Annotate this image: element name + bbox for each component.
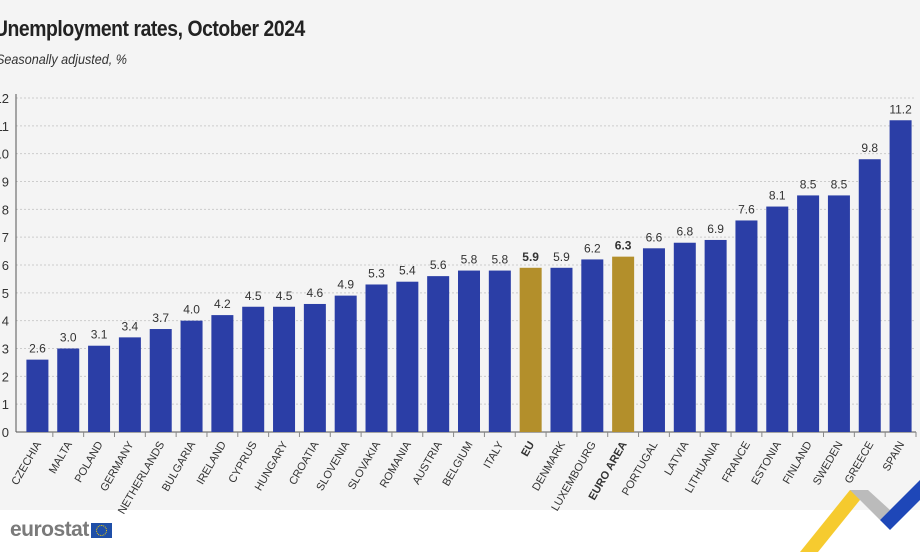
data-label: 4.9 bbox=[337, 278, 354, 292]
bar-spain[interactable] bbox=[889, 120, 912, 433]
x-tick-label: ROMANIA bbox=[378, 439, 414, 490]
data-label: 7.6 bbox=[738, 202, 755, 216]
data-label: 5.8 bbox=[491, 253, 508, 267]
data-label: 4.5 bbox=[245, 289, 262, 303]
x-tick-label: CZECHIA bbox=[9, 439, 44, 487]
y-tick-label: 7 bbox=[2, 230, 9, 245]
data-label: 3.1 bbox=[91, 328, 108, 342]
bar-czechia[interactable] bbox=[26, 359, 49, 432]
data-label: 4.2 bbox=[214, 297, 231, 311]
data-label: 3.4 bbox=[122, 319, 139, 333]
bar-poland[interactable] bbox=[88, 345, 111, 432]
data-label: 9.8 bbox=[861, 141, 878, 155]
data-label: 8.1 bbox=[769, 189, 786, 203]
eu-flag-icon bbox=[90, 522, 112, 538]
bar-slovakia[interactable] bbox=[365, 284, 388, 432]
bar-estonia[interactable] bbox=[766, 206, 789, 432]
data-label: 5.8 bbox=[461, 253, 478, 267]
bar-netherlands[interactable] bbox=[149, 329, 172, 432]
bar-belgium[interactable] bbox=[458, 270, 480, 432]
bar-lithuania[interactable] bbox=[704, 239, 727, 432]
bar-latvia[interactable] bbox=[673, 242, 696, 432]
data-label: 6.3 bbox=[615, 239, 632, 253]
x-tick-label: LATVIA bbox=[662, 439, 691, 478]
y-tick-label: 8 bbox=[2, 202, 9, 217]
bar-finland[interactable] bbox=[797, 195, 820, 432]
data-label: 2.6 bbox=[29, 342, 46, 356]
chart-subtitle: Seasonally adjusted, % bbox=[0, 51, 127, 67]
bar-bulgaria[interactable] bbox=[180, 320, 203, 432]
bar-denmark[interactable] bbox=[550, 267, 573, 432]
data-label: 5.9 bbox=[522, 250, 539, 264]
bar-ireland[interactable] bbox=[211, 315, 234, 432]
x-tick-label: POLAND bbox=[73, 439, 106, 484]
data-label: 6.2 bbox=[584, 241, 601, 255]
data-label: 8.5 bbox=[800, 177, 817, 191]
bar-slovenia[interactable] bbox=[334, 295, 357, 432]
y-tick-label: 11 bbox=[0, 119, 9, 134]
bar-luxembourg[interactable] bbox=[581, 259, 604, 432]
y-tick-label: 10 bbox=[0, 147, 9, 162]
data-label: 5.4 bbox=[399, 264, 416, 278]
eurostat-logo: eurostat bbox=[10, 518, 112, 542]
y-tick-label: 1 bbox=[2, 397, 9, 412]
x-tick-label: SWEDEN bbox=[811, 439, 846, 487]
x-tick-label: ESTONIA bbox=[749, 439, 784, 487]
x-tick-label: SPAIN bbox=[881, 439, 908, 473]
x-tick-label: ITALY bbox=[482, 439, 507, 471]
bar-euro-area[interactable] bbox=[612, 256, 635, 432]
chart-title: Unemployment rates, October 2024 bbox=[0, 16, 305, 41]
logo-text: eurostat bbox=[10, 518, 89, 541]
y-tick-label: 5 bbox=[2, 286, 9, 301]
y-tick-label: 9 bbox=[2, 175, 9, 190]
y-tick-label: 12 bbox=[0, 91, 9, 106]
data-label: 5.3 bbox=[368, 266, 385, 280]
bar-france[interactable] bbox=[735, 220, 758, 432]
decorative-ribbon bbox=[800, 480, 920, 552]
data-label: 5.9 bbox=[553, 250, 570, 264]
y-tick-label: 3 bbox=[2, 342, 9, 357]
bar-eu[interactable] bbox=[519, 267, 542, 432]
x-tick-label: IRELAND bbox=[195, 439, 229, 486]
y-tick-label: 2 bbox=[2, 369, 9, 384]
bar-italy[interactable] bbox=[488, 270, 511, 432]
x-tick-label: BELGIUM bbox=[440, 440, 475, 489]
data-label: 8.5 bbox=[831, 177, 848, 191]
bar-sweden[interactable] bbox=[827, 195, 850, 432]
bar-portugal[interactable] bbox=[642, 248, 665, 432]
x-tick-label: EU bbox=[519, 439, 537, 458]
data-label: 3.7 bbox=[152, 311, 169, 325]
y-tick-label: 6 bbox=[2, 258, 9, 273]
data-label: 5.6 bbox=[430, 258, 447, 272]
x-tick-label: AUSTRIA bbox=[411, 439, 446, 487]
x-tick-label: MALTA bbox=[47, 439, 75, 476]
x-tick-label: FINLAND bbox=[781, 439, 815, 486]
x-tick-label: GREECE bbox=[843, 440, 877, 486]
bar-romania[interactable] bbox=[396, 281, 419, 432]
bar-austria[interactable] bbox=[427, 276, 450, 432]
bar-germany[interactable] bbox=[118, 337, 141, 432]
x-tick-label: CROATIA bbox=[287, 439, 322, 487]
x-tick-label: FRANCE bbox=[720, 440, 753, 485]
bar-hungary[interactable] bbox=[273, 306, 296, 432]
x-tick-label: CYPRUS bbox=[226, 440, 259, 486]
bar-croatia[interactable] bbox=[303, 303, 326, 432]
bar-malta[interactable] bbox=[57, 348, 80, 433]
data-label: 4.6 bbox=[307, 286, 324, 300]
bar-cyprus[interactable] bbox=[242, 306, 265, 432]
data-label: 4.0 bbox=[183, 303, 200, 317]
data-label: 6.6 bbox=[646, 230, 663, 244]
y-tick-label: 0 bbox=[2, 425, 9, 440]
data-label: 4.5 bbox=[276, 289, 293, 303]
data-label: 6.9 bbox=[707, 222, 724, 236]
data-label: 6.8 bbox=[676, 225, 693, 239]
data-label: 11.2 bbox=[889, 102, 912, 116]
y-tick-label: 4 bbox=[2, 314, 9, 329]
data-label: 3.0 bbox=[60, 331, 77, 345]
bar-greece[interactable] bbox=[858, 159, 881, 432]
